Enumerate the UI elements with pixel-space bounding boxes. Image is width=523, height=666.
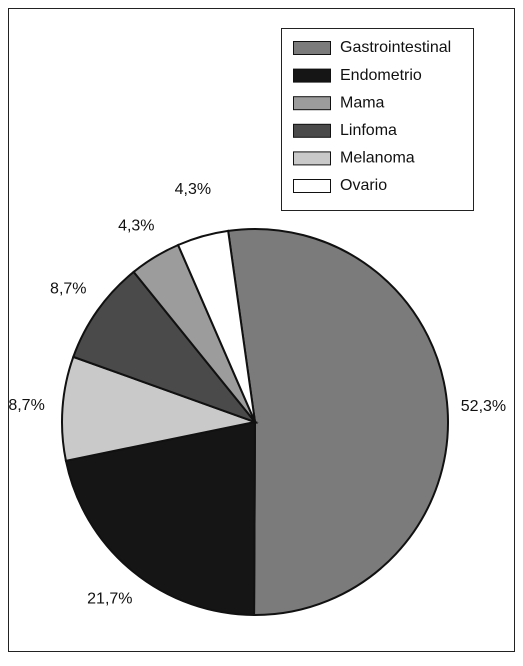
pie-slice xyxy=(227,228,449,617)
pie-slice xyxy=(176,229,256,423)
legend-label: Linfoma xyxy=(340,122,397,139)
data-label: 4,3% xyxy=(118,217,154,234)
legend-swatch xyxy=(293,151,331,166)
data-label: 8,7% xyxy=(50,281,86,298)
legend-label: Endometrio xyxy=(340,67,422,84)
legend-label: Gastrointestinal xyxy=(340,39,451,56)
pie-slice xyxy=(64,420,257,617)
data-label: 21,7% xyxy=(87,590,132,607)
pie-slice xyxy=(61,355,259,462)
data-label: 4,3% xyxy=(175,181,211,198)
legend-label: Mama xyxy=(340,94,385,111)
legend-swatch xyxy=(293,179,331,193)
legend-swatch xyxy=(293,68,331,83)
data-label: 8,7% xyxy=(8,397,44,414)
legend-swatch xyxy=(293,96,331,111)
legend-label: Ovario xyxy=(340,177,387,194)
legend-swatch xyxy=(293,41,331,55)
legend-label: Melanoma xyxy=(340,150,415,167)
legend-swatch xyxy=(293,123,331,138)
data-label: 52,3% xyxy=(461,398,506,415)
pie-slice xyxy=(72,270,259,425)
